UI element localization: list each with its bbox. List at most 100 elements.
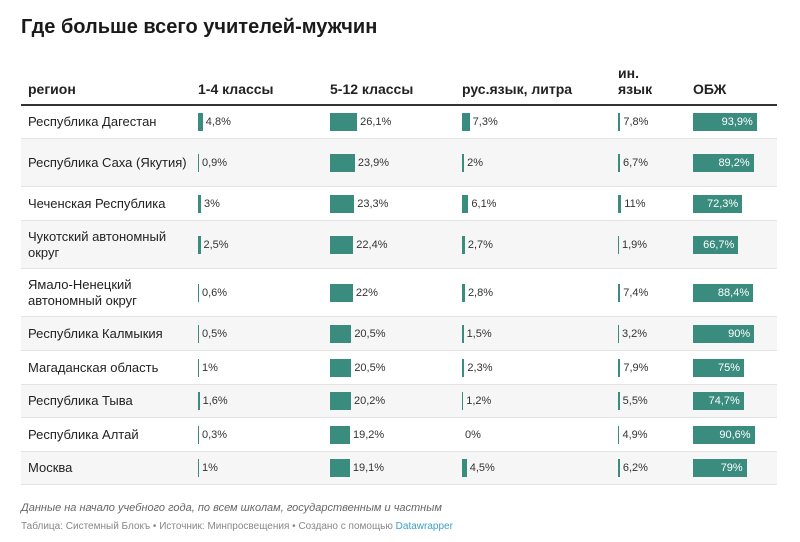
cell-grades-1-4: 0,3% xyxy=(198,425,227,444)
table-row: Республика Саха (Якутия) 0,9% 23,9% 2% 6,7% 8… xyxy=(21,139,777,187)
bar xyxy=(462,194,469,213)
table-header: регион 1-4 классы 5-12 классы рус.язык, … xyxy=(21,60,777,106)
bar: 79% xyxy=(693,459,747,477)
value: 2% xyxy=(467,156,483,169)
cell-foreign-lang: 7,8% xyxy=(618,113,648,131)
header-foreign-lang[interactable]: ин. язык xyxy=(618,65,653,97)
cell-obzh: 72,3% xyxy=(693,194,743,213)
table-row: Ямало-Ненецкий автономный округ 0,6% 22% 2,… xyxy=(21,269,777,317)
value: 20,5% xyxy=(354,327,386,340)
value: 5,5% xyxy=(622,395,648,407)
value: 2,5% xyxy=(203,238,229,251)
cell-grades-5-12: 22% xyxy=(330,283,378,302)
bar xyxy=(198,113,203,131)
bar xyxy=(618,194,622,213)
bar xyxy=(330,235,354,254)
cell-obzh: 88,4% xyxy=(693,283,754,302)
cell-foreign-lang: 3,2% xyxy=(618,324,647,343)
bar xyxy=(462,324,464,343)
cell-grades-5-12: 20,5% xyxy=(330,324,386,343)
bar xyxy=(618,358,621,377)
cell-foreign-lang: 5,5% xyxy=(618,392,648,410)
bar: 89,2% xyxy=(693,153,754,172)
value: 20,5% xyxy=(354,361,386,374)
bar xyxy=(618,459,620,477)
bar xyxy=(330,113,358,131)
header-obzh[interactable]: ОБЖ xyxy=(693,81,727,97)
cell-russian: 4,5% xyxy=(462,459,495,477)
header-russian[interactable]: рус.язык, литра xyxy=(462,81,573,97)
bar xyxy=(198,459,199,477)
bar: 88,4% xyxy=(693,283,754,302)
header-grades-1-4[interactable]: 1-4 классы xyxy=(198,81,274,97)
bar xyxy=(198,425,199,444)
bar xyxy=(330,459,350,477)
bar xyxy=(198,324,199,343)
value: 6,2% xyxy=(622,462,648,474)
cell-russian: 7,3% xyxy=(462,113,498,131)
cell-grades-5-12: 26,1% xyxy=(330,113,391,131)
cell-grades-1-4: 2,5% xyxy=(198,235,229,254)
cell-obzh: 75% xyxy=(693,358,744,377)
cell-foreign-lang: 6,7% xyxy=(618,153,649,172)
cell-russian: 2% xyxy=(462,153,483,172)
datawrapper-link[interactable]: Datawrapper xyxy=(395,521,453,532)
bar xyxy=(198,358,199,377)
cell-grades-5-12: 20,5% xyxy=(330,358,386,377)
table-row: Республика Алтай 0,3% 19,2% 0% 4,9% 90,6% xyxy=(21,418,777,452)
value: 93,9% xyxy=(721,116,753,128)
cell-obzh: 90,6% xyxy=(693,425,755,444)
value: 0,9% xyxy=(202,156,228,169)
region-name: Магаданская область xyxy=(28,359,159,375)
value: 88,4% xyxy=(717,286,750,299)
bar: 90% xyxy=(693,324,755,343)
cell-russian: 2,3% xyxy=(462,358,492,377)
bar xyxy=(462,153,465,172)
value: 0,5% xyxy=(202,327,228,340)
cell-russian: 1,5% xyxy=(462,324,492,343)
cell-foreign-lang: 1,9% xyxy=(618,235,647,254)
table-row: Республика Тыва 1,6% 20,2% 1,2% 5,5% 74,7% xyxy=(21,385,777,418)
value: 2,7% xyxy=(467,238,493,251)
table-row: Чеченская Республика 3% 23,3% 6,1% 11% 72,3% xyxy=(21,187,777,221)
region-name: Ямало-Ненецкий автономный округ xyxy=(28,276,137,308)
bar xyxy=(618,153,620,172)
value: 1% xyxy=(202,462,218,474)
cell-grades-1-4: 1,6% xyxy=(198,392,228,410)
data-table: регион 1-4 классы 5-12 классы рус.язык, … xyxy=(21,60,777,485)
bar: 72,3% xyxy=(693,194,743,213)
value: 7,9% xyxy=(623,361,649,374)
cell-russian: 2,8% xyxy=(462,283,493,302)
value: 7,8% xyxy=(623,116,649,128)
value: 7,4% xyxy=(623,286,649,299)
table-row: Чукотский автономный округ 2,5% 22,4% 2,7% 1… xyxy=(21,221,777,269)
value: 79% xyxy=(720,462,743,474)
value: 19,2% xyxy=(352,428,385,441)
region-name: Чукотский автономный округ xyxy=(28,228,167,260)
header-grades-5-12[interactable]: 5-12 классы xyxy=(330,81,414,97)
cell-foreign-lang: 4,9% xyxy=(618,425,648,444)
table-row: Москва 1% 19,1% 4,5% 6,2% 79% xyxy=(21,452,777,485)
cell-obzh: 93,9% xyxy=(693,113,757,131)
bar xyxy=(618,113,621,131)
header-region[interactable]: регион xyxy=(28,81,76,97)
value: 0% xyxy=(465,428,481,441)
value: 23,9% xyxy=(357,156,390,169)
footer-source: Источник: Минпросвещения xyxy=(159,521,290,532)
cell-russian: 2,7% xyxy=(462,235,493,254)
value: 3% xyxy=(204,197,220,210)
value: 6,7% xyxy=(623,156,649,169)
cell-grades-5-12: 19,2% xyxy=(330,425,385,444)
region-name: Республика Алтай xyxy=(28,426,139,442)
cell-foreign-lang: 11% xyxy=(618,194,646,213)
bar: 93,9% xyxy=(693,113,757,131)
table-row: Магаданская область 1% 20,5% 2,3% 7,9% 75% xyxy=(21,351,777,385)
page-title: Где больше всего учителей-мужчин xyxy=(21,16,378,38)
footer-table: Таблица: Системный Блокъ xyxy=(21,521,151,532)
bar xyxy=(618,283,621,302)
region-name: Республика Саха (Якутия) xyxy=(28,154,187,170)
cell-grades-1-4: 0,6% xyxy=(198,283,227,302)
cell-foreign-lang: 7,4% xyxy=(618,283,649,302)
value: 75% xyxy=(717,361,740,374)
cell-grades-1-4: 0,9% xyxy=(198,153,228,172)
